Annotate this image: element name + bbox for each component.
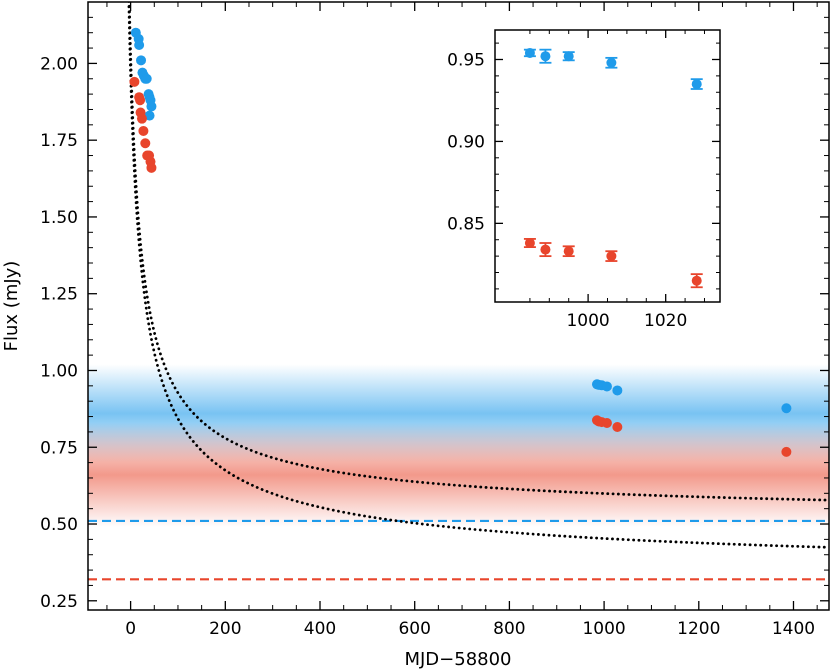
- y-tick-label: 1.00: [40, 361, 78, 381]
- red-inset-data-point: [606, 251, 617, 262]
- data-points: [129, 27, 792, 457]
- inset-y-tick-label: 0.95: [447, 50, 485, 70]
- red-inset-data-point: [540, 244, 551, 255]
- blue-inset-data-point: [524, 47, 535, 58]
- blue-data-point: [141, 73, 152, 84]
- y-tick-label: 0.75: [40, 438, 78, 458]
- blue-inset-data-point: [691, 79, 702, 90]
- reference-lines: [88, 519, 829, 581]
- x-tick-label: 800: [493, 619, 525, 639]
- y-axis-label: Flux (mJy): [1, 261, 22, 352]
- inset-axis-ticks: 1000 1020 0.85 0.90 0.95: [447, 30, 720, 331]
- y-tick-label: 1.50: [40, 208, 78, 228]
- red-data-point: [781, 446, 792, 457]
- red-data-point: [129, 76, 140, 87]
- y-tick-label: 0.50: [40, 515, 78, 535]
- y-tick-label: 1.25: [40, 285, 78, 305]
- red-data-point: [601, 417, 612, 428]
- inset-data-points: [523, 47, 703, 289]
- main-plot-frame: [87, 1, 830, 611]
- red-data-point: [135, 95, 146, 106]
- inset-x-tick-label: 1000: [566, 311, 609, 331]
- red-data-point: [138, 125, 149, 136]
- inset-y-tick-label: 0.90: [447, 132, 485, 152]
- x-axis-label: MJD−58800: [404, 649, 511, 670]
- blue-data-point: [601, 381, 612, 392]
- blue-data-point: [146, 101, 157, 112]
- blue-data-point: [144, 110, 155, 121]
- blue-data-point: [134, 39, 145, 50]
- red-data-point: [612, 421, 623, 432]
- y-tick-label: 1.75: [40, 131, 78, 151]
- x-tick-label: 600: [398, 619, 430, 639]
- x-tick-label: 1000: [582, 619, 625, 639]
- red-band: [88, 422, 829, 528]
- blue-data-point: [136, 55, 147, 66]
- main-axis-ticks: 0 200 400 600 800 1000 1200 1400 0.25 0.50 0.75 1.0…: [40, 1, 829, 639]
- x-tick-label: 1200: [677, 619, 720, 639]
- y-tick-label: 0.25: [40, 592, 78, 612]
- x-tick-label: 1400: [772, 619, 815, 639]
- blue-fit-curve: [127, 2, 829, 502]
- shaded-bands: [88, 364, 829, 528]
- red-inset-data-point: [691, 275, 702, 286]
- red-data-point: [146, 162, 157, 173]
- x-tick-label: 400: [304, 619, 336, 639]
- fit-curves: [127, 2, 829, 549]
- inset-y-tick-label: 0.85: [447, 214, 485, 234]
- red-data-point: [140, 138, 151, 149]
- blue-data-point: [612, 385, 623, 396]
- x-tick-label: 200: [209, 619, 241, 639]
- blue-inset-data-point: [606, 57, 617, 68]
- red-inset-data-point: [524, 238, 535, 249]
- blue-inset-data-point: [540, 51, 551, 62]
- blue-inset-data-point: [563, 51, 574, 62]
- x-tick-label: 0: [125, 619, 136, 639]
- red-inset-data-point: [563, 246, 574, 257]
- y-tick-label: 2.00: [40, 54, 78, 74]
- red-fit-curve: [127, 2, 829, 549]
- blue-data-point: [781, 403, 792, 414]
- red-data-point: [136, 113, 147, 124]
- inset-x-tick-label: 1020: [644, 311, 687, 331]
- inset-chart: 1000 1020 0.85 0.90 0.95: [447, 29, 721, 331]
